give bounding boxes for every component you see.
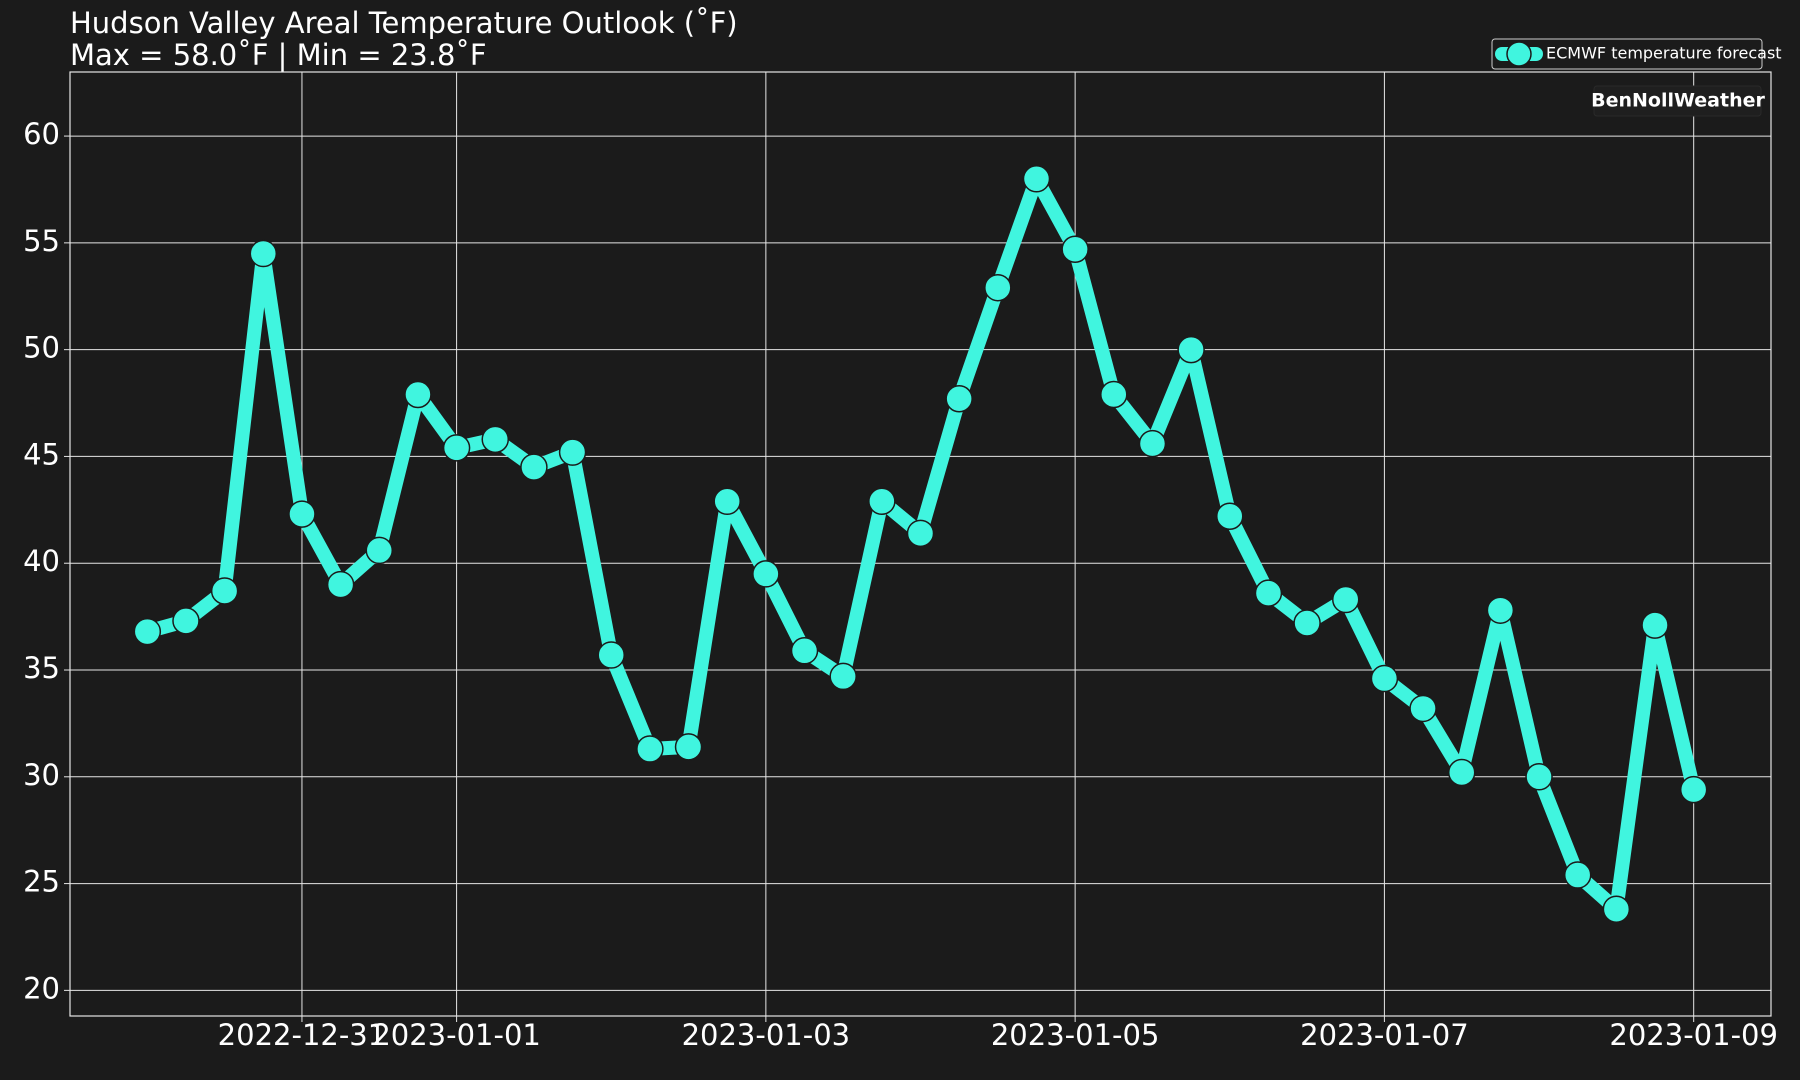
point: [442, 434, 471, 462]
point: [984, 273, 1012, 302]
point: [404, 380, 432, 409]
y-tick-label: 60: [23, 117, 60, 151]
y-tick-label: 45: [23, 437, 60, 471]
x-tick-label: 2023-01-07: [1300, 1018, 1469, 1052]
y-tick-label: 40: [23, 544, 60, 578]
point: [1563, 861, 1592, 889]
point: [520, 453, 548, 481]
point: [674, 733, 703, 761]
point: [1679, 775, 1708, 804]
point: [133, 617, 162, 646]
point: [1254, 579, 1283, 607]
x-tick-label: 2022-12-31: [218, 1018, 387, 1052]
watermark: BenNollWeather: [1591, 90, 1765, 112]
point: [1370, 664, 1399, 693]
point: [172, 607, 200, 635]
point: [1332, 585, 1360, 614]
point: [1486, 596, 1515, 624]
point: [326, 570, 355, 599]
point: [288, 500, 316, 528]
point: [1216, 502, 1244, 530]
chart-title: Hudson Valley Areal Temperature Outlook …: [70, 6, 738, 40]
x-tick-label: 2023-01-01: [372, 1018, 541, 1052]
x-tick-label: 2023-01-05: [991, 1018, 1160, 1052]
y-tick-label: 25: [23, 865, 60, 899]
point: [1100, 380, 1128, 409]
point: [1641, 611, 1669, 639]
legend-box: [1491, 38, 1763, 70]
y-tick-label: 20: [23, 971, 60, 1005]
y-tick-label: 50: [23, 331, 60, 365]
point: [1525, 763, 1553, 791]
point: [906, 519, 935, 548]
y-tick-label: 35: [23, 651, 60, 685]
point: [1177, 335, 1205, 364]
point: [1138, 429, 1167, 458]
point: [1293, 609, 1321, 637]
point: [868, 487, 896, 516]
point: [558, 438, 587, 466]
point: [597, 641, 625, 669]
point: [365, 536, 394, 565]
x-tick-label: 2023-01-09: [1609, 1018, 1778, 1052]
watermark-box: [1593, 85, 1762, 117]
y-tick-label: 55: [23, 224, 60, 258]
point: [1409, 694, 1437, 723]
point: [945, 385, 973, 413]
point: [481, 425, 509, 454]
legend: ECMWF temperature forecast: [1491, 38, 1782, 70]
point: [636, 735, 664, 763]
y-tick-label: 30: [23, 758, 60, 792]
legend-marker: [1506, 41, 1532, 67]
chart-subtitle: Max = 58.0˚F | Min = 23.8˚F: [70, 38, 487, 72]
point: [1602, 895, 1631, 923]
point: [829, 662, 857, 691]
point: [713, 487, 741, 516]
point: [1447, 758, 1476, 787]
point: [1022, 165, 1051, 193]
point: [249, 239, 278, 268]
point: [790, 637, 819, 665]
point: [210, 577, 239, 605]
x-tick-label: 2023-01-03: [682, 1018, 851, 1052]
point: [752, 560, 780, 588]
point: [1061, 235, 1089, 264]
legend-label: ECMWF temperature forecast: [1546, 44, 1782, 63]
